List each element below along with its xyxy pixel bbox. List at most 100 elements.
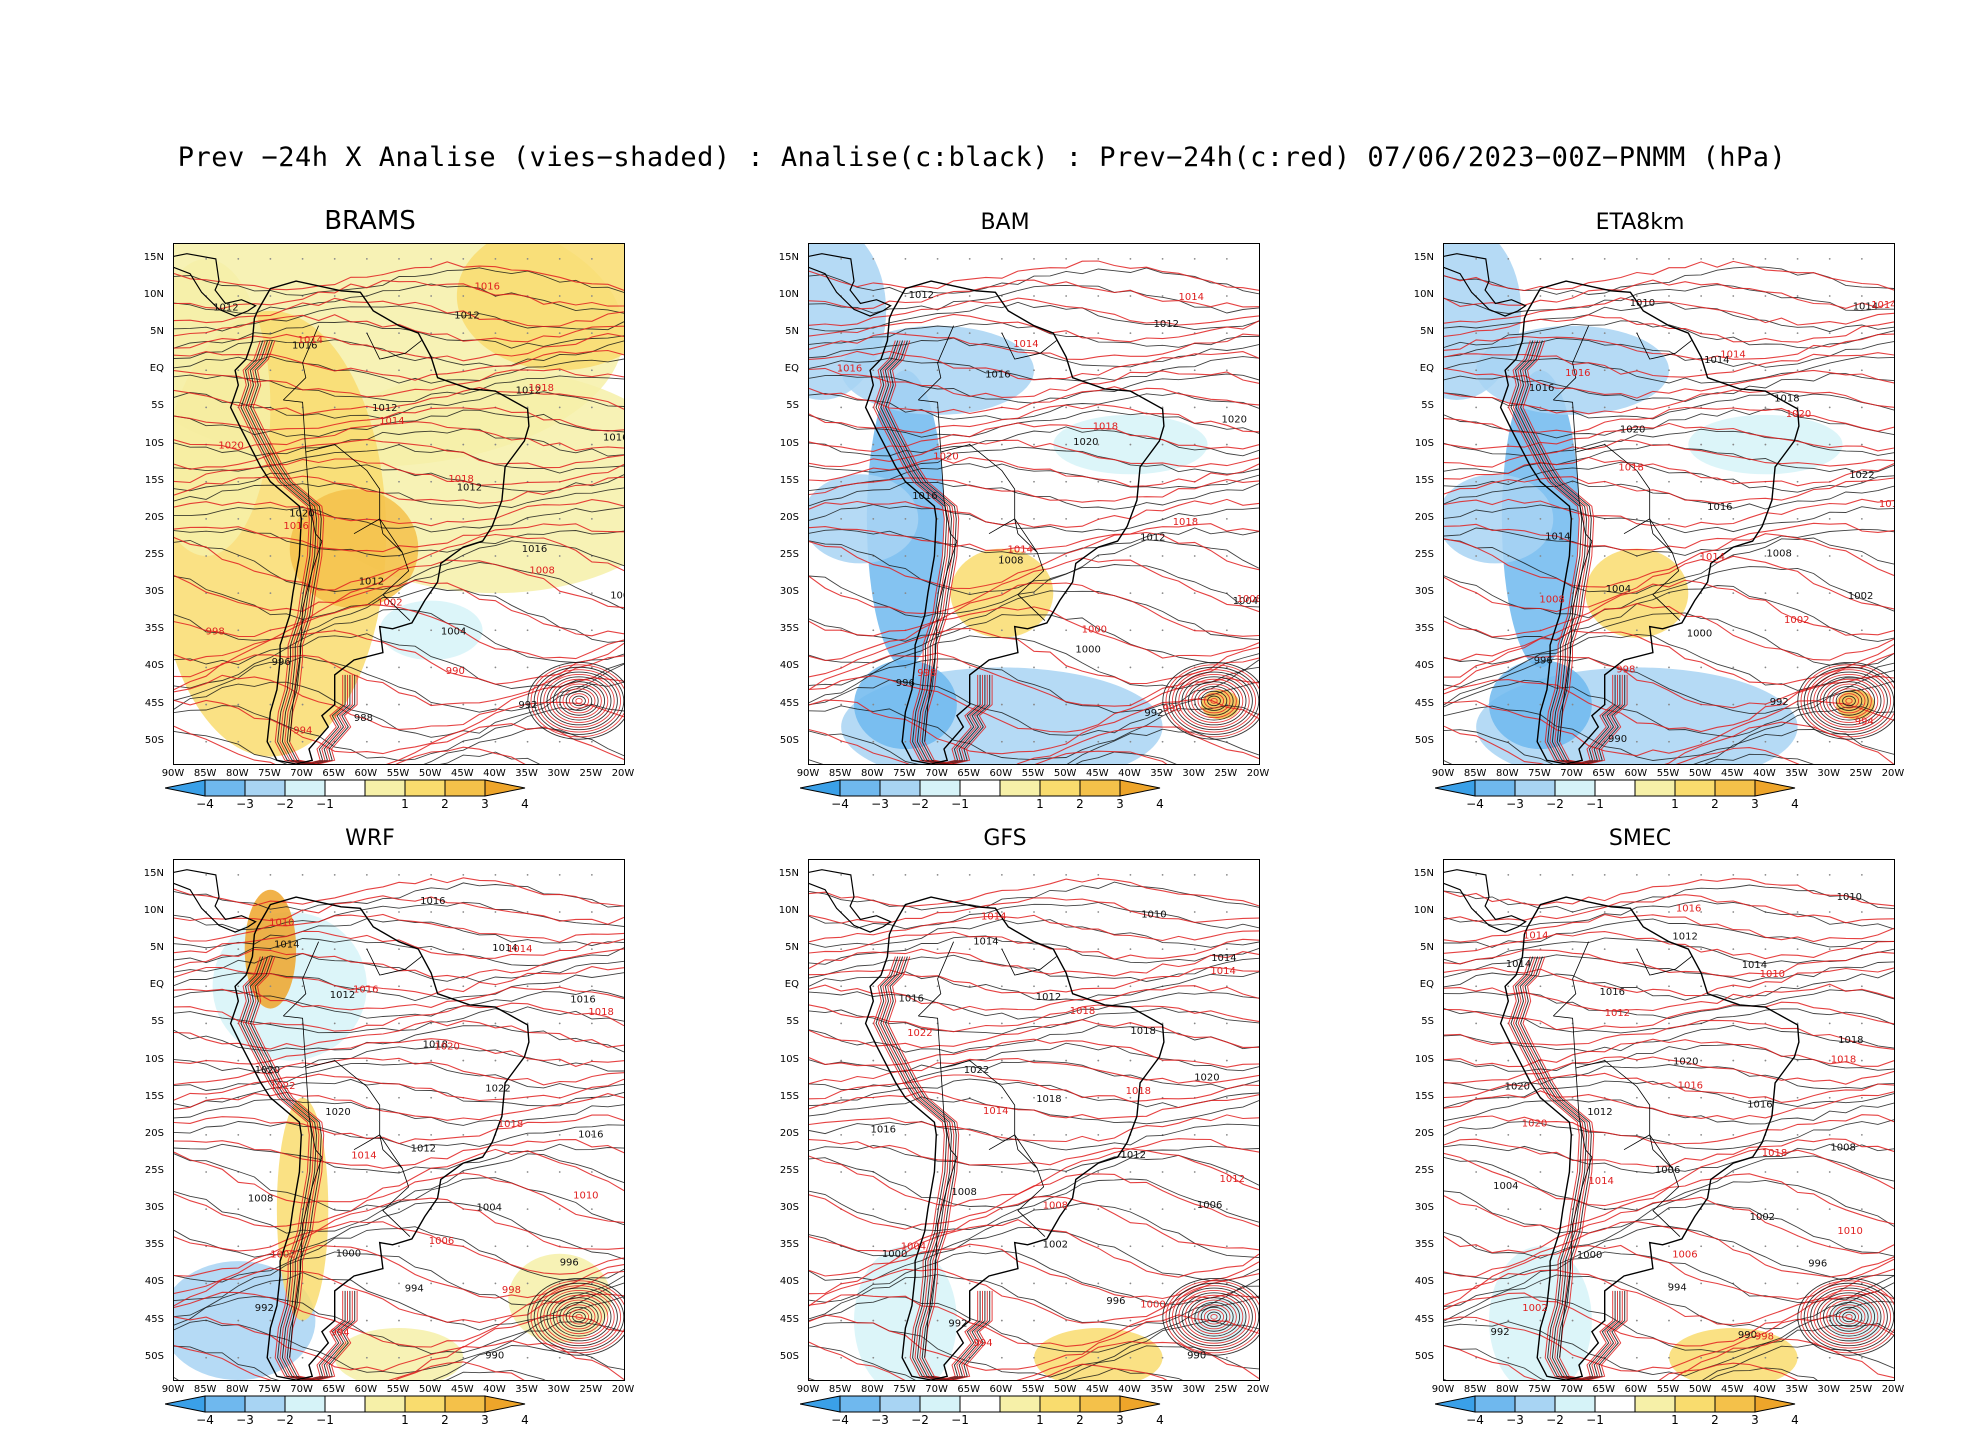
contour-label: 988 xyxy=(354,713,373,724)
lon-tick-label: 25W xyxy=(579,768,603,779)
colorbar-tick-label: 4 xyxy=(521,797,529,811)
contour-label: 1014 xyxy=(983,1106,1008,1117)
lat-tick-label: 10S xyxy=(144,1053,164,1065)
contour-label: 1016 xyxy=(1565,368,1590,379)
contour-label: 1016 xyxy=(899,994,924,1005)
contour-label: 1014 xyxy=(1211,953,1236,964)
lat-tick-label: 15S xyxy=(1414,474,1434,486)
contour-label: 1008 xyxy=(529,566,554,577)
contour-label: 1020 xyxy=(1505,1081,1530,1092)
lon-tick-label: 50W xyxy=(418,768,442,779)
lat-tick-label: 10S xyxy=(1414,1053,1434,1065)
colorbar-tick-label: 1 xyxy=(1036,797,1044,811)
contour-label: 1014 xyxy=(981,912,1006,923)
contour-label: 996 xyxy=(1106,1296,1125,1307)
bias-region xyxy=(854,1246,957,1380)
lon-tick-label: 30W xyxy=(547,768,571,779)
lon-tick-label: 40W xyxy=(1753,768,1776,779)
lon-tick-label: 30W xyxy=(547,1384,571,1395)
contour-label: 1002 xyxy=(1522,1303,1547,1314)
contour-label: 1016 xyxy=(1747,1100,1772,1111)
lat-tick-label: EQ xyxy=(149,979,164,991)
lon-tick-label: 55W xyxy=(1021,1384,1045,1395)
contour-label: 1018 xyxy=(448,474,473,485)
contour-label: 994 xyxy=(1668,1282,1687,1293)
lat-tick-label: 5N xyxy=(150,942,164,954)
lat-tick-label: 10S xyxy=(144,437,164,449)
colorbar-tick-label: −1 xyxy=(316,797,334,811)
contour-label: 992 xyxy=(1770,697,1789,708)
isobars xyxy=(809,260,1259,764)
contour-label: 1022 xyxy=(485,1083,510,1094)
contour-label: 1020 xyxy=(1073,437,1098,448)
bias-shading xyxy=(1489,1246,1882,1380)
lat-tick-label: 15N xyxy=(143,251,164,263)
contour-label: 1016 xyxy=(912,491,937,502)
contour-label: 1014 xyxy=(1742,960,1767,971)
contour-label: 990 xyxy=(1738,1330,1757,1341)
colorbar-svg xyxy=(1435,1395,1796,1413)
contour-label: 1002 xyxy=(1043,1240,1068,1251)
lat-tick-label: 50S xyxy=(1414,734,1434,746)
lon-tick-label: 45W xyxy=(1720,768,1744,779)
lat-tick-label: 15N xyxy=(778,867,799,879)
contour-label: 1020 xyxy=(255,1065,280,1076)
lon-tick-label: 75W xyxy=(1528,1384,1551,1395)
lon-tick-label: 90W xyxy=(796,768,820,779)
isobars xyxy=(1444,878,1894,1380)
map-frame: 1010 1014 1014 1016 1018 1020 1022 1016 1014 1008… xyxy=(1443,243,1895,765)
lat-tick-label: 20S xyxy=(779,1127,799,1139)
lon-tick-label: 40W xyxy=(1753,1384,1776,1395)
lat-tick-label: 30S xyxy=(1414,1202,1434,1214)
contour-label: 1018 xyxy=(1831,1055,1856,1066)
bias-shading xyxy=(854,1246,1247,1380)
lon-tick-label: 55W xyxy=(1656,768,1680,779)
contour-label: 1014 xyxy=(1871,300,1894,311)
lon-tick-label: 20W xyxy=(611,768,635,779)
contour-label: 1020 xyxy=(289,509,314,520)
lon-tick-label: 35W xyxy=(1150,1384,1173,1395)
contour-label: 1002 xyxy=(1750,1212,1775,1223)
contour-label: 1018 xyxy=(1173,517,1198,528)
lat-tick-label: 25S xyxy=(1414,549,1434,560)
colorbar-tick-label: −2 xyxy=(911,797,929,811)
lon-tick-label: 25W xyxy=(579,1384,603,1395)
contour-label: 1000 xyxy=(1075,645,1100,656)
contour-label: 1012 xyxy=(454,311,479,322)
lat-tick-label: 10N xyxy=(143,289,164,300)
lat-tick-label: 40S xyxy=(144,660,164,672)
contour-label: 1008 xyxy=(248,1194,273,1205)
contour-label: 1016 xyxy=(1707,502,1732,513)
lon-tick-label: 85W xyxy=(193,768,217,779)
contour-label: 1012 xyxy=(330,990,355,1001)
contour-labels: 1012101210161012101210161012102010161012… xyxy=(206,281,624,736)
contour-label: 1014 xyxy=(1523,930,1548,941)
contour-label: 1016 xyxy=(570,994,595,1005)
map-frame: 1016 1014 1014 1012 1016 1018 1020 1022 1020 1016… xyxy=(173,859,625,1381)
lat-tick-label: 5S xyxy=(1421,1016,1434,1028)
bias-region xyxy=(334,1328,464,1380)
contour-label: 1020 xyxy=(1522,1119,1547,1130)
contour-label: 1012 xyxy=(359,576,384,587)
coastline xyxy=(809,869,1165,1380)
lon-tick-label: 60W xyxy=(1624,768,1648,779)
contour-label: 1018 xyxy=(1070,1006,1095,1017)
contour-label: 1022 xyxy=(964,1065,989,1076)
lat-tick-label: EQ xyxy=(1419,363,1434,375)
contour-label: 1018 xyxy=(423,1040,448,1051)
lon-tick-label: 75W xyxy=(258,1384,281,1395)
contour-label: 998 xyxy=(502,1285,521,1296)
colorbar-tick-label: 4 xyxy=(1156,797,1164,811)
map-svg: 1010 101410141016101810201022101610141008… xyxy=(1444,244,1894,764)
contour-label: 1006 xyxy=(1197,1200,1222,1211)
lat-tick-label: 25S xyxy=(779,1165,799,1176)
contour-label: 1012 xyxy=(909,290,934,301)
contour-label: 1014 xyxy=(274,940,299,951)
lon-tick-label: 25W xyxy=(1214,768,1238,779)
coastline xyxy=(1444,253,1800,764)
panel-title: GFS xyxy=(983,826,1027,851)
contour-label: 1014 xyxy=(1008,545,1033,556)
lat-tick-label: 50S xyxy=(144,734,164,746)
colorbar: −4 −3 −2 −1 1 2 3 4 xyxy=(1435,1394,1875,1434)
